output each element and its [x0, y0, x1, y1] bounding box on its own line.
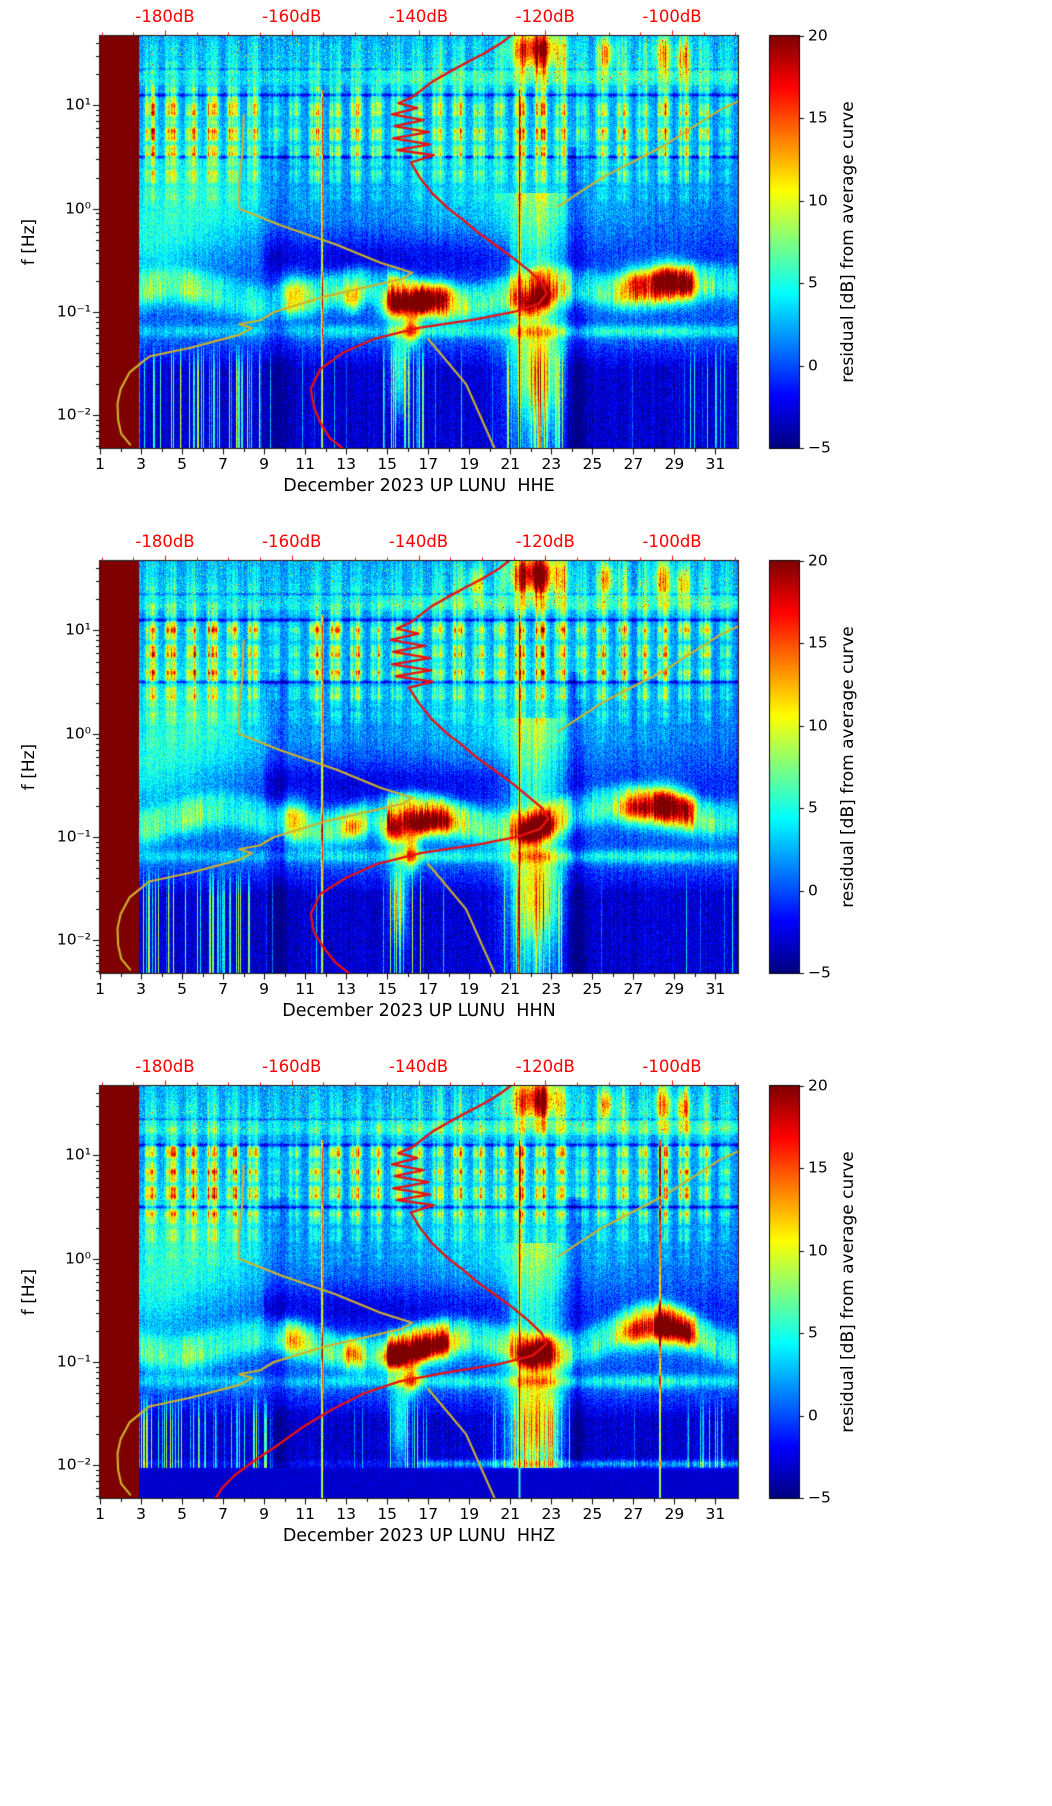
x-tick-label: 5: [177, 455, 187, 473]
colorbar-tick-label: 20: [808, 26, 828, 45]
x-tick-label: 29: [664, 455, 685, 473]
db-tick-label: -160dB: [262, 532, 322, 551]
x-tick-label: 5: [177, 980, 187, 998]
x-tick-label: 3: [136, 980, 146, 998]
x-tick-label: 23: [541, 455, 562, 473]
x-tick-label: 17: [418, 1505, 439, 1523]
db-tick-label: -120dB: [515, 1057, 575, 1076]
y-tick-label: 10⁻²: [56, 930, 91, 949]
axes-overlay-canvas-hhz: [0, 1050, 1052, 1575]
x-tick-label: 9: [259, 455, 270, 473]
colorbar-tick-label: 20: [808, 551, 828, 570]
x-tick-label: 7: [218, 1505, 229, 1523]
y-tick-label: 10⁻¹: [56, 827, 91, 846]
x-tick-label: 7: [218, 980, 229, 998]
y-tick-label: 10⁰: [65, 1249, 91, 1268]
x-tick-label: 13: [336, 1505, 357, 1523]
x-tick-label: 3: [136, 1505, 146, 1523]
x-tick-label: 17: [418, 455, 439, 473]
x-tick-label: 31: [705, 1505, 726, 1523]
x-tick-label: 5: [177, 1505, 187, 1523]
colorbar-tick-label: 10: [808, 191, 828, 210]
x-tick-label: 13: [336, 980, 357, 998]
colorbar-tick-label: 0: [808, 881, 818, 900]
db-tick-label: -180dB: [135, 532, 195, 551]
db-tick-label: -100dB: [642, 1057, 702, 1076]
x-tick-label: 19: [459, 455, 480, 473]
x-tick-label: 29: [664, 980, 685, 998]
y-tick-label: 10⁰: [65, 724, 91, 743]
x-tick-label: 31: [705, 455, 726, 473]
db-tick-label: -180dB: [135, 1057, 195, 1076]
colorbar-tick-label: 10: [808, 716, 828, 735]
axes-overlay-canvas-hhe: [0, 0, 1052, 525]
db-tick-label: -120dB: [515, 7, 575, 26]
x-tick-label: 21: [500, 455, 521, 473]
x-tick-label: 11: [295, 1505, 316, 1523]
x-tick-label: 19: [459, 1505, 480, 1523]
colorbar-tick-label: −5: [808, 963, 831, 982]
axes-overlay-canvas-hhn: [0, 525, 1052, 1050]
y-tick-label: 10⁻¹: [56, 302, 91, 321]
x-tick-label: 3: [136, 455, 146, 473]
db-tick-label: -100dB: [642, 532, 702, 551]
x-tick-label: 11: [295, 980, 316, 998]
x-tick-label: 15: [377, 455, 398, 473]
db-tick-label: -160dB: [262, 7, 322, 26]
y-tick-label: 10¹: [65, 620, 91, 639]
db-tick-label: -140dB: [388, 1057, 449, 1076]
y-tick-label: 10⁻¹: [56, 1352, 91, 1371]
x-tick-label: 25: [582, 980, 603, 998]
x-tick-label: 19: [459, 980, 480, 998]
x-tick-label: 27: [623, 455, 644, 473]
db-tick-label: -120dB: [515, 532, 575, 551]
y-tick-label: 10⁻²: [56, 405, 91, 424]
db-tick-label: -180dB: [135, 7, 195, 26]
colorbar-tick-label: 5: [808, 1323, 818, 1342]
x-tick-label: 25: [582, 1505, 603, 1523]
colorbar-tick-label: 10: [808, 1241, 828, 1260]
db-tick-label: -100dB: [642, 7, 702, 26]
x-tick-label: 23: [541, 1505, 562, 1523]
colorbar-tick-label: −5: [808, 438, 831, 457]
colorbar-tick-label: 0: [808, 1406, 818, 1425]
x-tick-label: 1: [95, 455, 105, 473]
y-tick-label: 10¹: [65, 95, 91, 114]
x-tick-label: 7: [218, 455, 229, 473]
x-tick-label: 1: [95, 1505, 105, 1523]
colorbar-tick-label: 5: [808, 798, 818, 817]
x-tick-label: 23: [541, 980, 562, 998]
x-tick-label: 17: [418, 980, 439, 998]
x-tick-label: 15: [377, 980, 398, 998]
y-tick-label: 10¹: [65, 1145, 91, 1164]
colorbar-tick-label: 20: [808, 1076, 828, 1095]
x-tick-label: 27: [623, 1505, 644, 1523]
x-tick-label: 27: [623, 980, 644, 998]
db-tick-label: -160dB: [262, 1057, 322, 1076]
x-tick-label: 13: [336, 455, 357, 473]
colorbar-tick-label: −5: [808, 1488, 831, 1507]
x-tick-label: 9: [259, 980, 270, 998]
x-tick-label: 21: [500, 980, 521, 998]
x-tick-label: 21: [500, 1505, 521, 1523]
colorbar-tick-label: 5: [808, 273, 818, 292]
x-tick-label: 1: [95, 980, 105, 998]
colorbar-tick-label: 15: [808, 108, 828, 127]
colorbar-tick-label: 15: [808, 1158, 828, 1177]
y-tick-label: 10⁻²: [56, 1455, 91, 1474]
y-tick-label: 10⁰: [65, 199, 91, 218]
x-tick-label: 29: [664, 1505, 685, 1523]
colorbar-tick-label: 15: [808, 633, 828, 652]
db-tick-label: -140dB: [388, 532, 449, 551]
colorbar-tick-label: 0: [808, 356, 818, 375]
x-tick-label: 31: [705, 980, 726, 998]
x-tick-label: 9: [259, 1505, 270, 1523]
x-tick-label: 11: [295, 455, 316, 473]
x-tick-label: 25: [582, 455, 603, 473]
db-tick-label: -140dB: [388, 7, 449, 26]
x-tick-label: 15: [377, 1505, 398, 1523]
